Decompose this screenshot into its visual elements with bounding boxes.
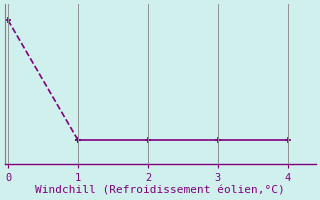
X-axis label: Windchill (Refroidissement éolien,°C): Windchill (Refroidissement éolien,°C): [35, 186, 285, 196]
